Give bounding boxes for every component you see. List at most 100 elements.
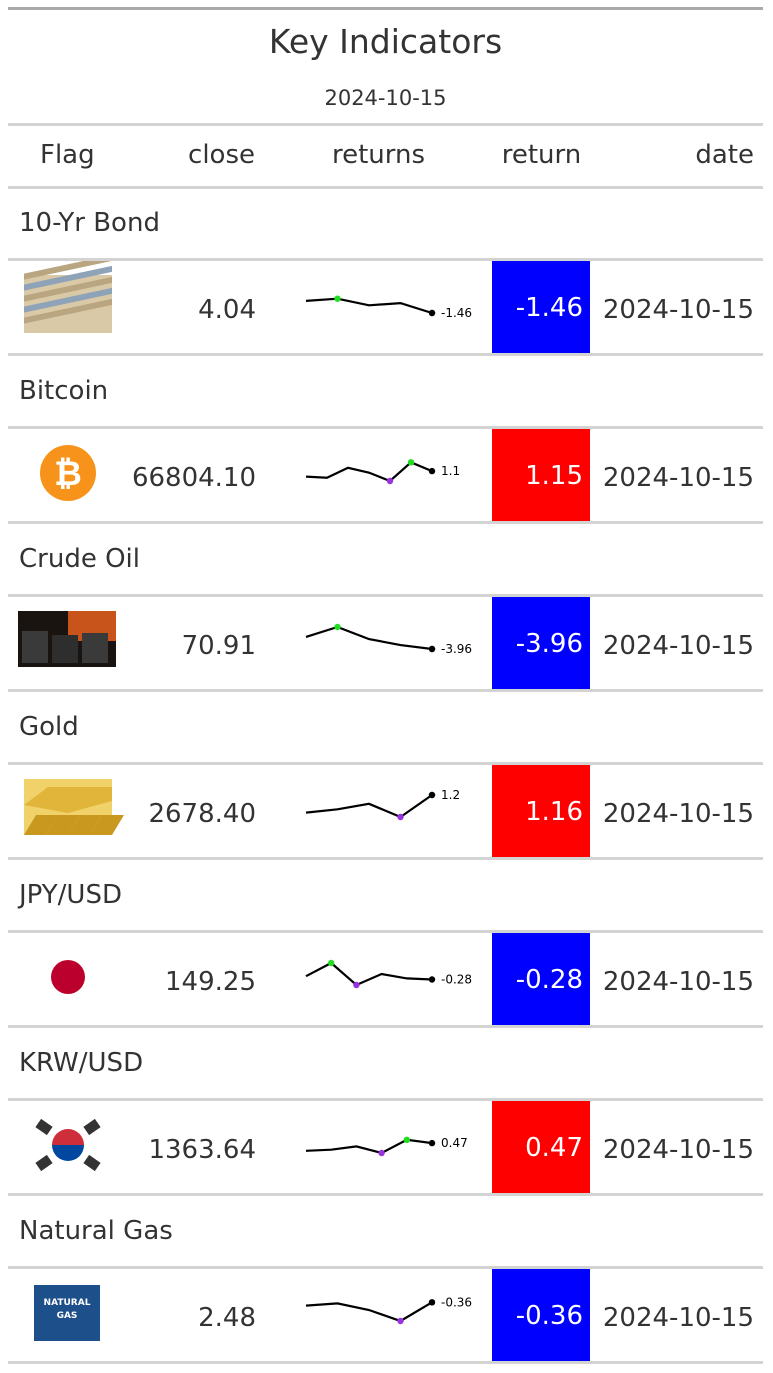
sparkline-last-point — [428, 1299, 436, 1306]
group-rule — [8, 594, 763, 597]
return-value: 1.15 — [525, 461, 583, 491]
column-header-return: return — [501, 140, 582, 170]
bond-certificates-icon — [8, 254, 128, 357]
returns-sparkline: 1.1 — [298, 453, 488, 497]
group-rule — [8, 426, 763, 429]
close-value: 66804.10 — [131, 463, 256, 493]
group-label: Bitcoin — [19, 376, 109, 406]
sparkline-last-label: -0.36 — [441, 1295, 472, 1309]
sparkline-last-label: 0.47 — [441, 1136, 468, 1150]
group-label: Natural Gas — [19, 1216, 173, 1246]
return-value: -0.28 — [515, 965, 583, 995]
table-subtitle: 2024-10-15 — [324, 86, 447, 110]
returns-sparkline: 0.47 — [298, 1125, 488, 1169]
date-value: 2024-10-15 — [602, 799, 754, 829]
return-cell: 1.15 — [492, 429, 590, 521]
return-cell: 0.47 — [492, 1101, 590, 1193]
sparkline-max-point — [403, 1136, 410, 1143]
returns-sparkline: -3.96 — [298, 621, 488, 665]
sparkline-path — [305, 461, 433, 483]
date-value: 2024-10-15 — [602, 967, 754, 997]
table-title: Key Indicators — [268, 22, 503, 61]
date-value: 2024-10-15 — [602, 463, 754, 493]
header-top-rule — [8, 123, 763, 126]
table-row: 149.25 -0.28 -0.28 2024-10-15 — [8, 933, 763, 1025]
returns-sparkline: -0.36 — [298, 1293, 488, 1337]
sparkline-min-point — [353, 981, 360, 989]
close-value: 2.48 — [198, 1303, 256, 1333]
bitcoin-icon: ₿ — [8, 429, 128, 525]
return-value: -3.96 — [515, 629, 583, 659]
close-value: 4.04 — [198, 295, 256, 325]
close-value: 149.25 — [165, 967, 256, 997]
sparkline-path — [305, 297, 433, 315]
group-rule — [8, 930, 763, 933]
close-value: 2678.40 — [148, 799, 256, 829]
svg-text:NATURAL: NATURAL — [44, 1298, 91, 1308]
returns-sparkline: 1.2 — [298, 788, 488, 833]
date-value: 2024-10-15 — [602, 295, 754, 325]
close-value: 1363.64 — [148, 1135, 256, 1165]
sparkline-min-point — [397, 1317, 404, 1325]
sparkline-last-label: 1.2 — [441, 789, 460, 802]
natural-gas-icon: NATURAL GAS — [8, 1269, 128, 1365]
sparkline-max-point — [334, 295, 341, 302]
sparkline-path — [305, 625, 433, 651]
return-cell: 1.16 — [492, 765, 590, 857]
sparkline-last-label: -3.96 — [441, 642, 472, 656]
group-label: KRW/USD — [19, 1048, 144, 1078]
column-header-returns: returns — [331, 140, 426, 170]
sparkline-max-point — [407, 459, 415, 466]
group-rule — [8, 762, 763, 765]
sparkline-last-point — [428, 309, 436, 317]
table-row: NATURAL GAS 2.48 -0.36 -0.36 2024-10-15 — [8, 1269, 763, 1361]
close-value: 70.91 — [181, 631, 256, 661]
row-rule — [8, 1193, 763, 1196]
sparkline-max-point — [334, 623, 341, 631]
sparkline-path — [305, 1301, 433, 1323]
return-cell: -1.46 — [492, 261, 590, 353]
group-label: Gold — [19, 712, 79, 742]
sparkline-min-point — [386, 477, 394, 485]
table-row: 2678.40 1.2 1.16 2024-10-15 — [8, 765, 763, 857]
japan-flag-icon — [8, 933, 128, 1029]
sparkline-last-point — [428, 791, 436, 799]
row-rule — [8, 1025, 763, 1028]
table-row: 1363.64 0.47 0.47 2024-10-15 — [8, 1101, 763, 1193]
row-rule — [8, 689, 763, 692]
sparkline-path — [305, 961, 433, 987]
column-header-date: date — [695, 140, 754, 170]
sparkline-last-label: -0.28 — [441, 973, 472, 987]
table-top-border — [8, 7, 763, 10]
group-rule — [8, 1098, 763, 1101]
sparkline-max-point — [328, 959, 335, 967]
group-label: 10-Yr Bond — [19, 208, 160, 238]
table-row: 4.04 -1.46 -1.46 2024-10-15 — [8, 254, 763, 353]
table-row: 70.91 -3.96 -3.96 2024-10-15 — [8, 597, 763, 689]
group-rule — [8, 258, 763, 261]
sparkline-last-point — [428, 976, 436, 983]
column-header-close: close — [188, 140, 255, 170]
sparkline-min-point — [397, 813, 404, 821]
group-rule — [8, 1266, 763, 1269]
date-value: 2024-10-15 — [602, 1303, 754, 1333]
date-value: 2024-10-15 — [602, 631, 754, 661]
svg-text:₿: ₿ — [54, 454, 82, 494]
sparkline-last-label: 1.1 — [441, 464, 460, 478]
south-korea-flag-icon — [8, 1101, 128, 1197]
sparkline-last-label: -1.46 — [441, 306, 472, 320]
row-rule — [8, 521, 763, 524]
group-label: Crude Oil — [19, 544, 140, 574]
group-label: JPY/USD — [19, 880, 122, 910]
return-cell: -0.28 — [492, 933, 590, 1025]
gold-bars-icon — [8, 765, 128, 861]
sparkline-min-point — [378, 1149, 385, 1157]
return-value: 1.16 — [525, 797, 583, 827]
returns-sparkline: -0.28 — [298, 957, 488, 1001]
return-value: 0.47 — [525, 1133, 583, 1163]
row-rule — [8, 353, 763, 356]
return-value: -1.46 — [515, 293, 583, 323]
return-value: -0.36 — [515, 1301, 583, 1331]
sparkline-last-point — [428, 467, 436, 475]
row-rule — [8, 1361, 763, 1364]
